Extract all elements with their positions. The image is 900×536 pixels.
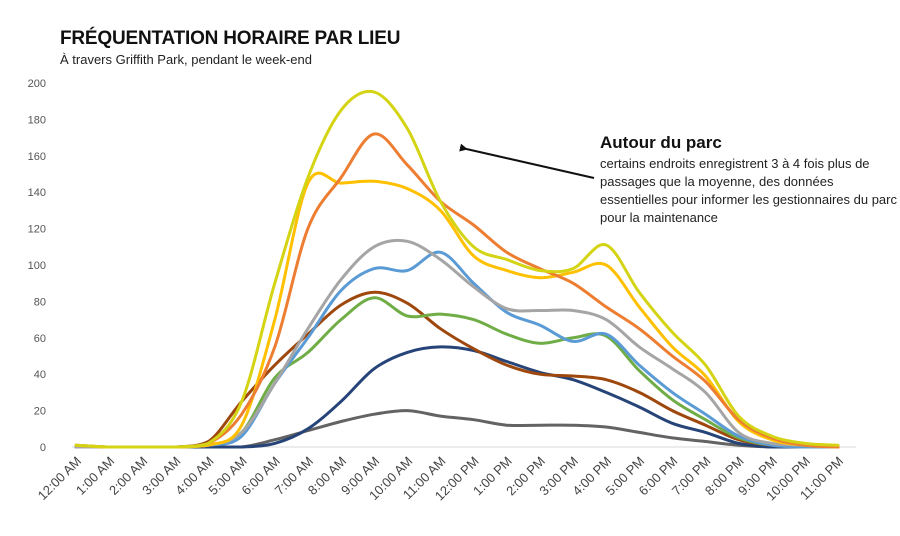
series-line — [74, 89, 840, 449]
series-line — [74, 171, 840, 449]
y-tick-label: 140 — [28, 187, 46, 199]
annotation-title: Autour du parc — [600, 133, 722, 152]
series-line — [74, 296, 840, 449]
series-layer — [74, 89, 840, 449]
annotation-text: certains endroits enregistrent 3 à 4 foi… — [600, 156, 897, 225]
y-tick-label: 40 — [34, 369, 46, 381]
y-tick-label: 0 — [40, 442, 46, 454]
chart-subtitle: À travers Griffith Park, pendant le week… — [60, 52, 312, 67]
y-tick-label: 200 — [28, 78, 46, 90]
y-tick-label: 120 — [28, 224, 46, 236]
y-tick-label: 180 — [28, 114, 46, 126]
y-tick-label: 160 — [28, 151, 46, 163]
y-tick-label: 20 — [34, 406, 46, 418]
series-line — [74, 238, 840, 449]
y-tick-label: 80 — [34, 296, 46, 308]
chart-title: FRÉQUENTATION HORAIRE PAR LIEU — [60, 28, 401, 49]
y-tick-label: 60 — [34, 333, 46, 345]
x-tick-label: 12:00 AM — [35, 454, 84, 503]
y-axis: 0 20 40 60 80 100 120 140 160 180 200 — [28, 78, 46, 454]
annotation-arrow — [459, 143, 595, 179]
y-tick-label: 100 — [28, 260, 46, 272]
x-axis: 12:00 AM1:00 AM2:00 AM3:00 AM4:00 AM5:00… — [35, 454, 846, 504]
